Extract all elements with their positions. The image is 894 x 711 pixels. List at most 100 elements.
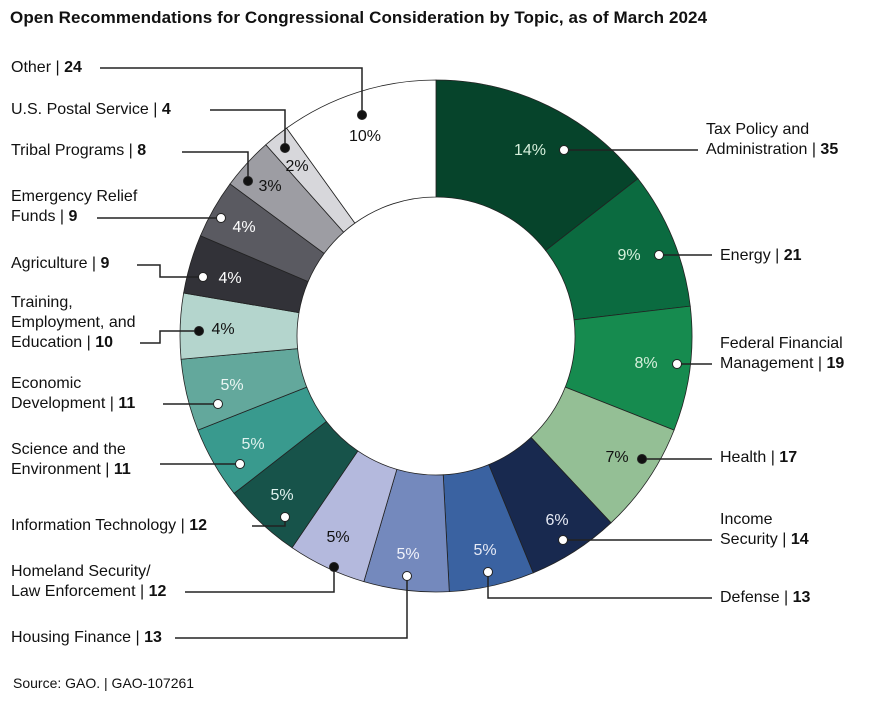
separator: | <box>82 334 96 351</box>
category-label-housing-finance: Housing Finance | 13 <box>11 628 162 648</box>
percent-label-homeland-security-law-enforcement: 5% <box>326 529 350 546</box>
category-count: 9 <box>100 255 110 272</box>
leader-dot-energy <box>654 250 664 260</box>
separator: | <box>777 531 791 548</box>
category-label-federal-financial-management: Federal Financial Management | 19 <box>720 334 844 374</box>
percent-label-training-employment-and-education: 4% <box>211 321 235 338</box>
leader-dot-housing-finance <box>402 571 412 581</box>
leader-dot-tax-policy-and-administration <box>559 145 569 155</box>
category-label-u-s-postal-service: U.S. Postal Service | 4 <box>11 100 171 120</box>
category-name: Information Technology <box>11 517 177 534</box>
leader-line-agriculture <box>137 264 203 278</box>
leader-dot-homeland-security-law-enforcement <box>329 562 339 572</box>
category-label-emergency-relief-funds: Emergency Relief Funds | 9 <box>11 187 137 227</box>
separator: | <box>807 141 821 158</box>
percent-label-science-and-the-environment: 5% <box>241 436 265 453</box>
category-count: 4 <box>161 101 171 118</box>
percent-label-agriculture: 4% <box>218 270 242 287</box>
category-name: Emergency Relief Funds <box>11 188 138 225</box>
separator: | <box>779 589 793 606</box>
category-name: Housing Finance <box>11 629 132 646</box>
percent-label-income-security: 6% <box>545 512 569 529</box>
leader-dot-tribal-programs <box>243 176 253 186</box>
category-count: 11 <box>118 395 136 412</box>
category-label-defense: Defense | 13 <box>720 588 810 608</box>
separator: | <box>124 142 138 159</box>
category-count: 13 <box>144 629 162 646</box>
percent-label-u-s-postal-service: 2% <box>285 158 309 175</box>
category-count: 8 <box>137 142 147 159</box>
percent-label-energy: 9% <box>617 247 641 264</box>
leader-line-housing-finance <box>175 576 408 639</box>
category-name: Agriculture <box>11 255 88 272</box>
category-name: Tribal Programs <box>11 142 125 159</box>
category-label-health: Health | 17 <box>720 448 797 468</box>
percent-label-economic-development: 5% <box>220 377 244 394</box>
category-label-homeland-security-law-enforcement: Homeland Security/ Law Enforcement | 12 <box>11 562 166 602</box>
category-label-other: Other | 24 <box>11 58 82 78</box>
category-count: 11 <box>113 461 131 478</box>
category-count: 12 <box>189 517 207 534</box>
separator: | <box>51 59 65 76</box>
leader-line-u-s-postal-service <box>210 109 286 148</box>
category-count: 17 <box>779 449 798 466</box>
category-label-tax-policy-and-administration: Tax Policy and Administration | 35 <box>706 120 838 160</box>
category-name: Economic Development <box>11 375 106 412</box>
category-count: 24 <box>64 59 82 76</box>
leader-dot-economic-development <box>213 399 223 409</box>
category-count: 21 <box>783 247 802 264</box>
percent-label-health: 7% <box>605 449 629 466</box>
leader-dot-defense <box>483 567 493 577</box>
category-count: 9 <box>68 208 78 225</box>
category-name: Income Security <box>720 511 778 548</box>
percent-label-other: 10% <box>348 128 382 145</box>
category-label-economic-development: Economic Development | 11 <box>11 374 135 414</box>
leader-dot-information-technology <box>280 512 290 522</box>
percent-label-information-technology: 5% <box>270 487 294 504</box>
category-count: 14 <box>790 531 809 548</box>
slice-other <box>286 79 437 224</box>
separator: | <box>87 255 101 272</box>
separator: | <box>100 461 114 478</box>
separator: | <box>148 101 162 118</box>
category-name: Homeland Security/ Law Enforcement <box>11 563 151 600</box>
category-label-agriculture: Agriculture | 9 <box>11 254 109 274</box>
leader-dot-federal-financial-management <box>672 359 682 369</box>
percent-label-tribal-programs: 3% <box>258 178 282 195</box>
leader-dot-science-and-the-environment <box>235 459 245 469</box>
percent-label-federal-financial-management: 8% <box>634 355 658 372</box>
separator: | <box>55 208 69 225</box>
category-name: Energy <box>720 247 771 264</box>
chart-title: Open Recommendations for Congressional C… <box>10 8 708 27</box>
separator: | <box>770 247 784 264</box>
category-name: Federal Financial Management <box>720 335 843 372</box>
slice-tax-policy-and-administration <box>435 79 639 252</box>
category-label-tribal-programs: Tribal Programs | 8 <box>11 141 146 161</box>
separator: | <box>176 517 190 534</box>
separator: | <box>105 395 119 412</box>
percent-label-defense: 5% <box>473 542 497 559</box>
leader-dot-u-s-postal-service <box>280 143 290 153</box>
leader-dot-training-employment-and-education <box>194 326 204 336</box>
category-name: U.S. Postal Service <box>11 101 149 118</box>
leader-dot-agriculture <box>198 272 208 282</box>
category-name: Defense <box>720 589 780 606</box>
leader-dot-emergency-relief-funds <box>216 213 226 223</box>
category-count: 13 <box>792 589 811 606</box>
category-name: Training, Employment, and Education <box>11 294 136 351</box>
leader-line-tribal-programs <box>182 151 249 181</box>
category-label-training-employment-and-education: Training, Employment, and Education | 10 <box>11 293 136 353</box>
category-label-information-technology: Information Technology | 12 <box>11 516 207 536</box>
leader-line-homeland-security-law-enforcement <box>185 567 335 593</box>
leader-dot-income-security <box>558 535 568 545</box>
category-count: 35 <box>820 141 839 158</box>
category-name: Science and the Environment <box>11 441 126 478</box>
category-name: Health <box>720 449 767 466</box>
separator: | <box>131 629 145 646</box>
percent-label-housing-finance: 5% <box>396 546 420 563</box>
leader-dot-health <box>637 454 647 464</box>
percent-label-emergency-relief-funds: 4% <box>232 219 256 236</box>
category-count: 12 <box>148 583 167 600</box>
percent-label-tax-policy-and-administration: 14% <box>513 142 547 159</box>
